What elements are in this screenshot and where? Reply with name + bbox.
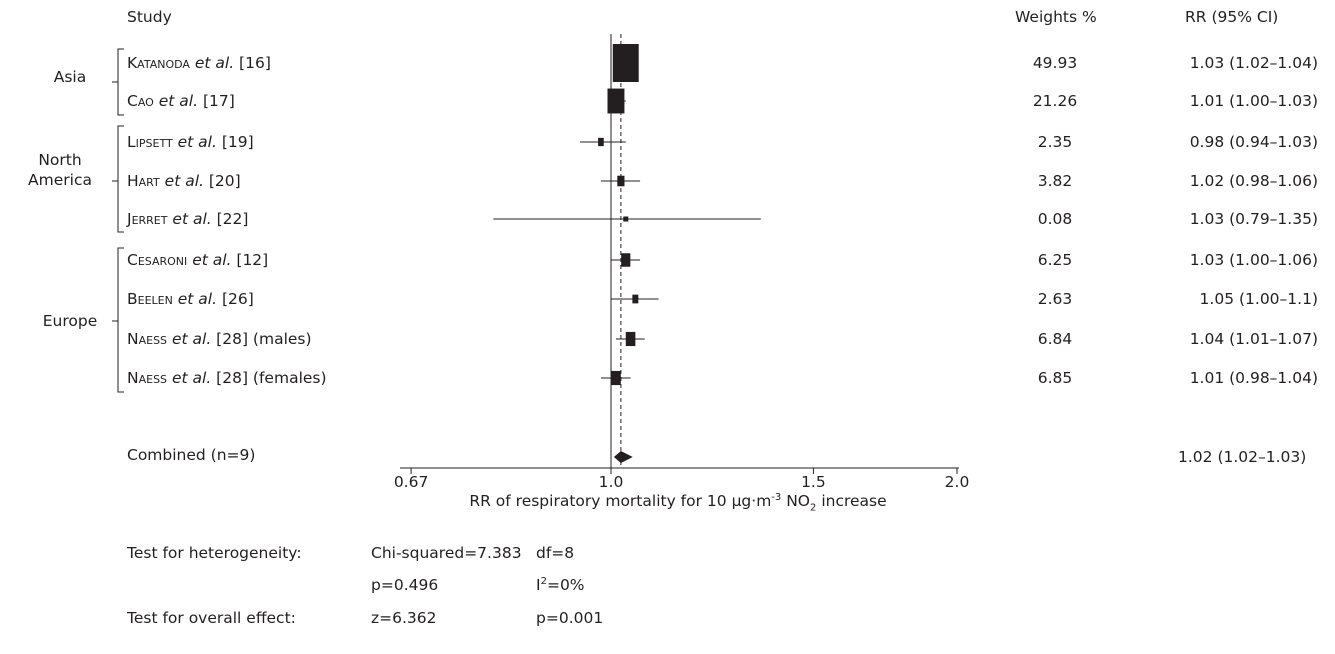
combined-label: Combined (n=9): [127, 446, 256, 464]
z-value: z=6.362: [371, 609, 437, 627]
study-label: Beelen et al. [26]: [127, 290, 254, 308]
study-label: Katanoda et al. [16]: [127, 54, 271, 72]
x-tick-label: 1.5: [801, 473, 826, 491]
study-weight: 0.08: [1037, 210, 1073, 228]
study-rr-text: 1.04 (1.01–1.07): [1189, 330, 1318, 348]
study-header: Study: [127, 8, 172, 26]
rr-ci-header: RR (95% CI): [1185, 8, 1279, 26]
p-overall-value: p=0.001: [536, 609, 604, 627]
study-rr-text: 1.01 (0.98–1.04): [1189, 369, 1318, 387]
study-point-estimate: [621, 253, 631, 267]
df-value: df=8: [536, 544, 575, 562]
bracket-europe: [112, 247, 124, 393]
heterogeneity-label: Test for heterogeneity:: [127, 544, 302, 562]
study-point-estimate: [611, 370, 621, 386]
study-point-estimate: [632, 294, 639, 304]
study-label: Hart et al. [20]: [127, 172, 241, 190]
study-point-estimate: [607, 88, 625, 114]
study-weight: 21.26: [1032, 92, 1078, 110]
group-label-asia: Asia: [53, 68, 87, 86]
x-tick-label: 2.0: [944, 473, 970, 491]
x-axis-label: RR of respiratory mortality for 10 µg·m-…: [469, 492, 887, 514]
study-rr-text: 1.03 (1.00–1.06): [1189, 251, 1318, 269]
study-weight: 3.82: [1037, 172, 1073, 190]
study-weight: 2.63: [1037, 290, 1073, 308]
study-rr-text: 1.03 (1.02–1.04): [1189, 54, 1318, 72]
study-point-estimate: [617, 175, 625, 187]
x-tick-label: 0.67: [393, 473, 429, 491]
study-weight: 6.85: [1037, 369, 1073, 387]
x-tick-label: 1.0: [598, 473, 624, 491]
study-rr-text: 1.02 (0.98–1.06): [1189, 172, 1318, 190]
study-label: Lipsett et al. [19]: [127, 133, 254, 151]
group-brackets: [112, 48, 124, 393]
weights-header: Weights %: [1015, 8, 1097, 26]
bracket-north-america: [112, 125, 124, 233]
study-weight: 6.25: [1037, 251, 1073, 269]
study-rr-text: 1.01 (1.00–1.03): [1189, 92, 1318, 110]
bracket-asia: [112, 48, 124, 116]
study-weight: 6.84: [1037, 330, 1073, 348]
study-weight: 49.93: [1032, 54, 1078, 72]
study-rr-text: 1.03 (0.79–1.35): [1189, 210, 1318, 228]
study-point-estimate: [598, 137, 604, 147]
group-label-north-america: North America: [28, 151, 92, 189]
study-rr-text: 0.98 (0.94–1.03): [1189, 133, 1318, 151]
study-label: Naess et al. [28] (males): [127, 330, 312, 348]
study-point-estimate: [612, 44, 639, 82]
combined-diamond: [613, 451, 633, 463]
i-squared-value: I2=0%: [536, 576, 585, 595]
overall-effect-label: Test for overall effect:: [127, 609, 296, 627]
study-label: Cesaroni et al. [12]: [127, 251, 269, 269]
study-label: Cao et al. [17]: [127, 92, 235, 110]
combined-rr-text: 1.02 (1.02–1.03): [1178, 448, 1307, 466]
study-rr-text: 1.05 (1.00–1.1): [1199, 290, 1318, 308]
study-point-estimate: [623, 216, 629, 222]
study-point-estimate: [625, 331, 636, 347]
study-weight: 2.35: [1037, 133, 1073, 151]
study-label: Jerret et al. [22]: [127, 210, 249, 228]
p-heterogeneity-value: p=0.496: [371, 576, 439, 594]
chi-squared-value: Chi-squared=7.383: [371, 544, 522, 562]
study-label: Naess et al. [28] (females): [127, 369, 327, 387]
group-label-europe: Europe: [42, 312, 98, 330]
